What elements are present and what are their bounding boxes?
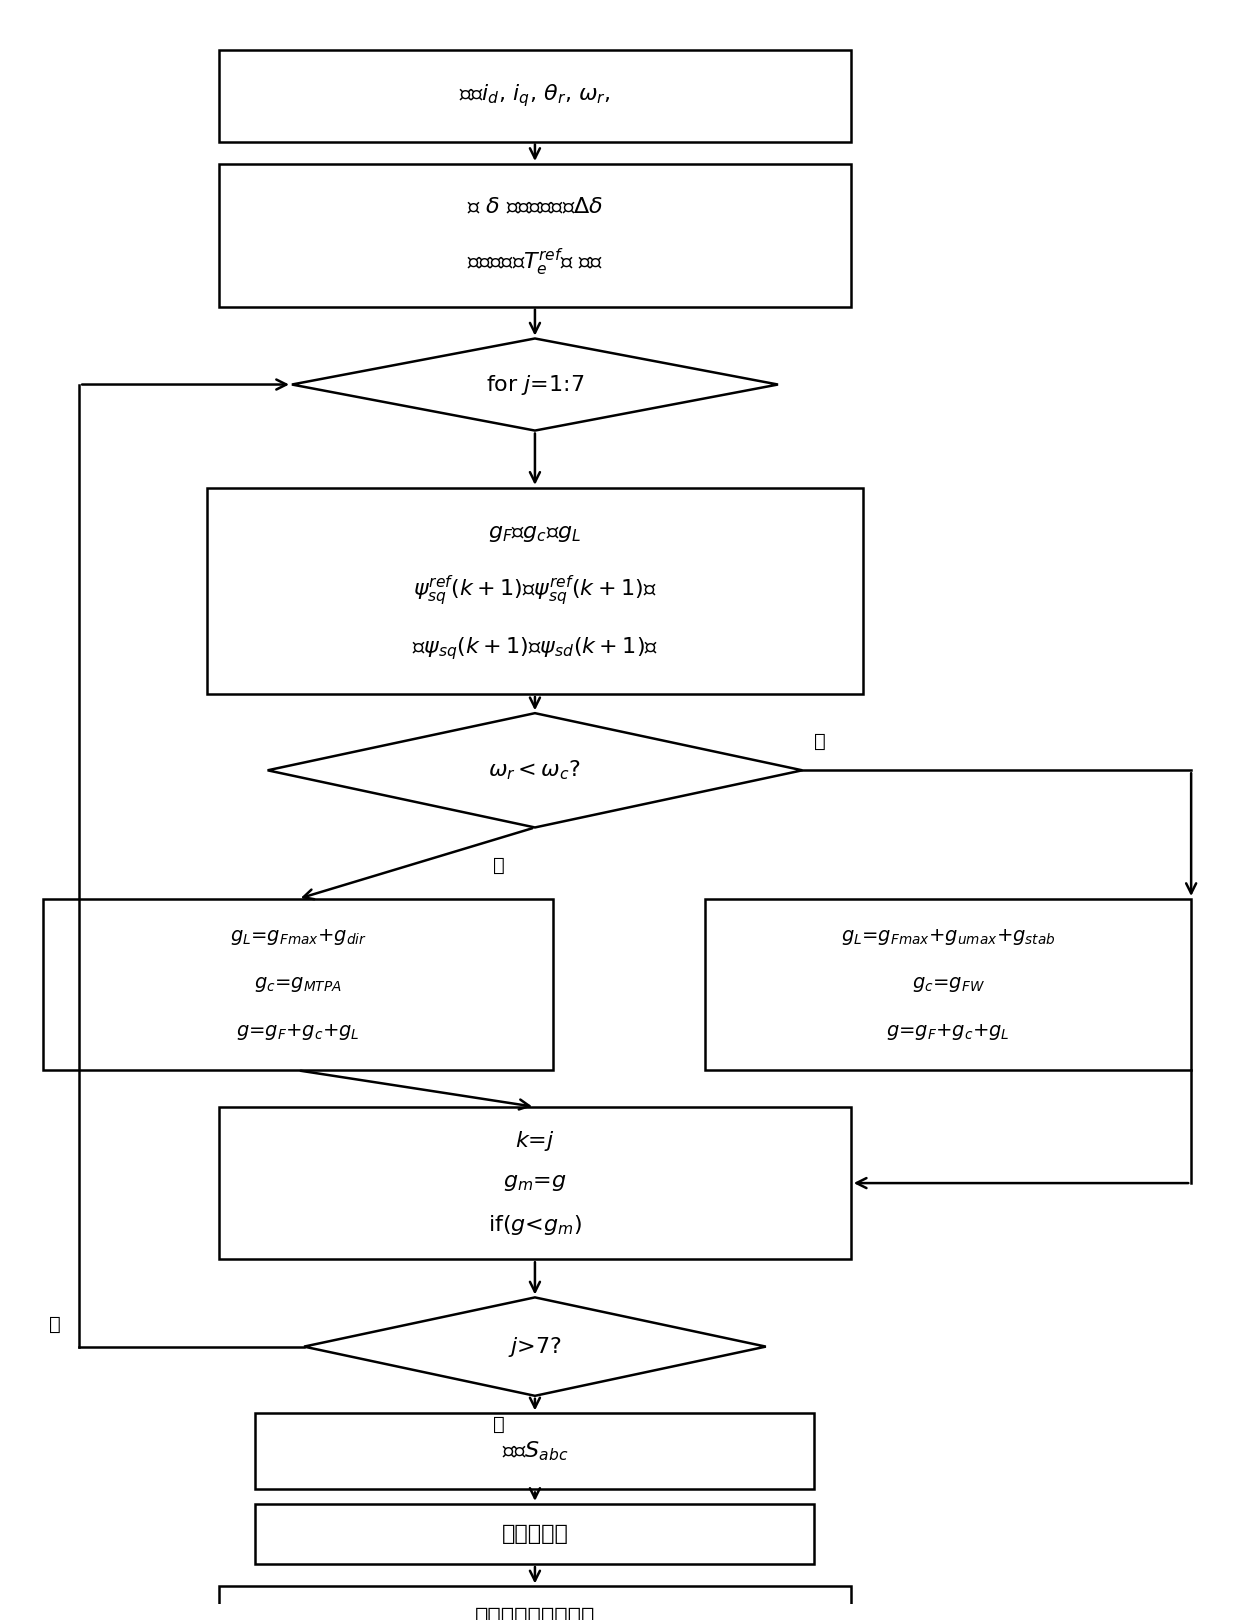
Text: $k$=$j$: $k$=$j$ bbox=[515, 1129, 554, 1153]
Text: 转矩参考値$T_e^{ref}$， 负载: 转矩参考値$T_e^{ref}$， 负载 bbox=[466, 248, 603, 279]
Text: 分配两矢量作用时间: 分配两矢量作用时间 bbox=[475, 1607, 595, 1620]
Text: $g_L$=$g_{Fmax}$+$g_{dir}$: $g_L$=$g_{Fmax}$+$g_{dir}$ bbox=[229, 927, 366, 948]
Bar bbox=[255, 1503, 815, 1565]
Text: $j$>7?: $j$>7? bbox=[508, 1335, 562, 1359]
Polygon shape bbox=[304, 1298, 766, 1396]
Text: $g_c$=$g_{FW}$: $g_c$=$g_{FW}$ bbox=[911, 975, 985, 995]
Text: 否: 否 bbox=[815, 732, 826, 752]
Text: if($g$<$g_m$): if($g$<$g_m$) bbox=[487, 1213, 582, 1238]
Text: $g_F$、$g_c$、$g_L$: $g_F$、$g_c$、$g_L$ bbox=[489, 523, 582, 544]
Bar bbox=[219, 50, 851, 141]
Text: $g$=$g_F$+$g_c$+$g_L$: $g$=$g_F$+$g_c$+$g_L$ bbox=[236, 1022, 360, 1042]
Text: $\omega_r < \omega_c$?: $\omega_r < \omega_c$? bbox=[489, 758, 582, 782]
Text: $g$=$g_F$+$g_c$+$g_L$: $g$=$g_F$+$g_c$+$g_L$ bbox=[887, 1022, 1011, 1042]
Text: 是: 是 bbox=[492, 855, 505, 875]
Text: 计算占空比: 计算占空比 bbox=[501, 1524, 568, 1544]
Bar bbox=[207, 488, 863, 693]
Polygon shape bbox=[268, 713, 802, 828]
Text: 角 $\delta$ 及负载角增量$\Delta\delta$: 角 $\delta$ 及负载角增量$\Delta\delta$ bbox=[467, 198, 603, 217]
Text: 求$\psi_{sq}(k+1)$、$\psi_{sd}(k+1)$、: 求$\psi_{sq}(k+1)$、$\psi_{sd}(k+1)$、 bbox=[412, 635, 658, 661]
Text: $g_c$=$g_{MTPA}$: $g_c$=$g_{MTPA}$ bbox=[254, 975, 342, 995]
Text: $\psi_{sq}^{ref}(k+1)$、$\psi_{sq}^{ref}(k+1)$、: $\psi_{sq}^{ref}(k+1)$、$\psi_{sq}^{ref}(… bbox=[413, 573, 657, 608]
Text: 是: 是 bbox=[492, 1414, 505, 1434]
Bar bbox=[706, 899, 1192, 1071]
Text: 输入$i_d$, $i_q$, $\theta_r$, $\omega_r$,: 输入$i_d$, $i_q$, $\theta_r$, $\omega_r$, bbox=[459, 83, 611, 109]
Bar bbox=[219, 1106, 851, 1259]
Bar bbox=[219, 164, 851, 306]
Text: 否: 否 bbox=[50, 1315, 61, 1333]
Bar bbox=[42, 899, 553, 1071]
Bar bbox=[219, 1586, 851, 1620]
Text: for $j$=1:7: for $j$=1:7 bbox=[486, 373, 584, 397]
Text: $g_L$=$g_{Fmax}$+$g_{umax}$+$g_{stab}$: $g_L$=$g_{Fmax}$+$g_{umax}$+$g_{stab}$ bbox=[841, 927, 1055, 948]
Text: 输出$S_{abc}$: 输出$S_{abc}$ bbox=[502, 1440, 568, 1463]
Bar bbox=[255, 1413, 815, 1489]
Polygon shape bbox=[291, 339, 777, 431]
Text: $g_m$=$g$: $g_m$=$g$ bbox=[503, 1173, 567, 1192]
